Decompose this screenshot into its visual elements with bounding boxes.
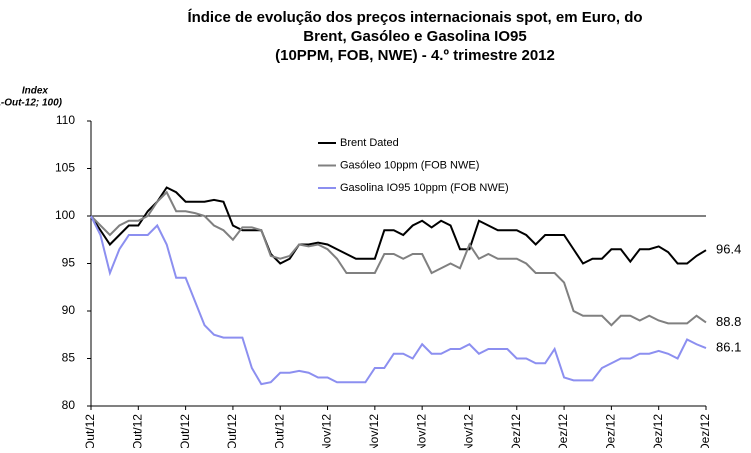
y-tick-label: 110 — [56, 113, 75, 127]
data-label: 96.4 — [716, 242, 741, 257]
x-tick-label: 10/Dez/12 — [556, 414, 570, 448]
y-axis-label: Index — [22, 86, 49, 97]
x-tick-label: 05/Nov/12 — [320, 414, 334, 448]
x-tick-label: 08/Out/12 — [130, 414, 144, 448]
x-tick-label: 31/Dez/12 — [698, 414, 712, 448]
y-tick-label: 90 — [62, 303, 76, 317]
x-tick-label: 03/Dez/12 — [509, 414, 523, 448]
series-line — [90, 186, 707, 265]
y-tick-label: 80 — [62, 398, 76, 412]
y-axis-label: (01-Out-12; 100) — [0, 98, 63, 109]
x-tick-label: 29/Out/12 — [272, 414, 286, 448]
x-tick-label: 19/Nov/12 — [414, 414, 428, 448]
x-tick-label: 12/Nov/12 — [367, 414, 381, 448]
data-label: 88.8 — [716, 314, 741, 329]
x-tick-label: 15/Out/12 — [178, 414, 192, 448]
series-line — [90, 190, 707, 327]
x-tick-label: 17/Dez/12 — [604, 414, 618, 448]
x-tick-label: 22/Out/12 — [225, 414, 239, 448]
y-tick-label: 85 — [62, 351, 76, 365]
y-tick-label: 105 — [55, 161, 75, 175]
x-tick-label: 24/Dez/12 — [651, 414, 665, 448]
chart-title: Brent, Gasóleo e Gasolina IO95 — [303, 28, 526, 45]
data-label: 86.1 — [716, 339, 741, 354]
y-tick-label: 95 — [62, 256, 76, 270]
x-tick-label: 26/Nov/12 — [462, 414, 476, 448]
series-line — [90, 215, 707, 386]
legend-label: Gasóleo 10ppm (FOB NWE) — [340, 159, 479, 171]
legend-label: Gasolina IO95 10ppm (FOB NWE) — [340, 182, 509, 194]
chart-title: Índice de evolução dos preços internacio… — [187, 9, 642, 26]
chart-title: (10PPM, FOB, NWE) - 4.º trimestre 2012 — [275, 47, 555, 64]
legend-label: Brent Dated — [340, 137, 399, 149]
x-tick-label: 01/Out/12 — [83, 414, 97, 448]
y-tick-label: 100 — [55, 208, 75, 222]
